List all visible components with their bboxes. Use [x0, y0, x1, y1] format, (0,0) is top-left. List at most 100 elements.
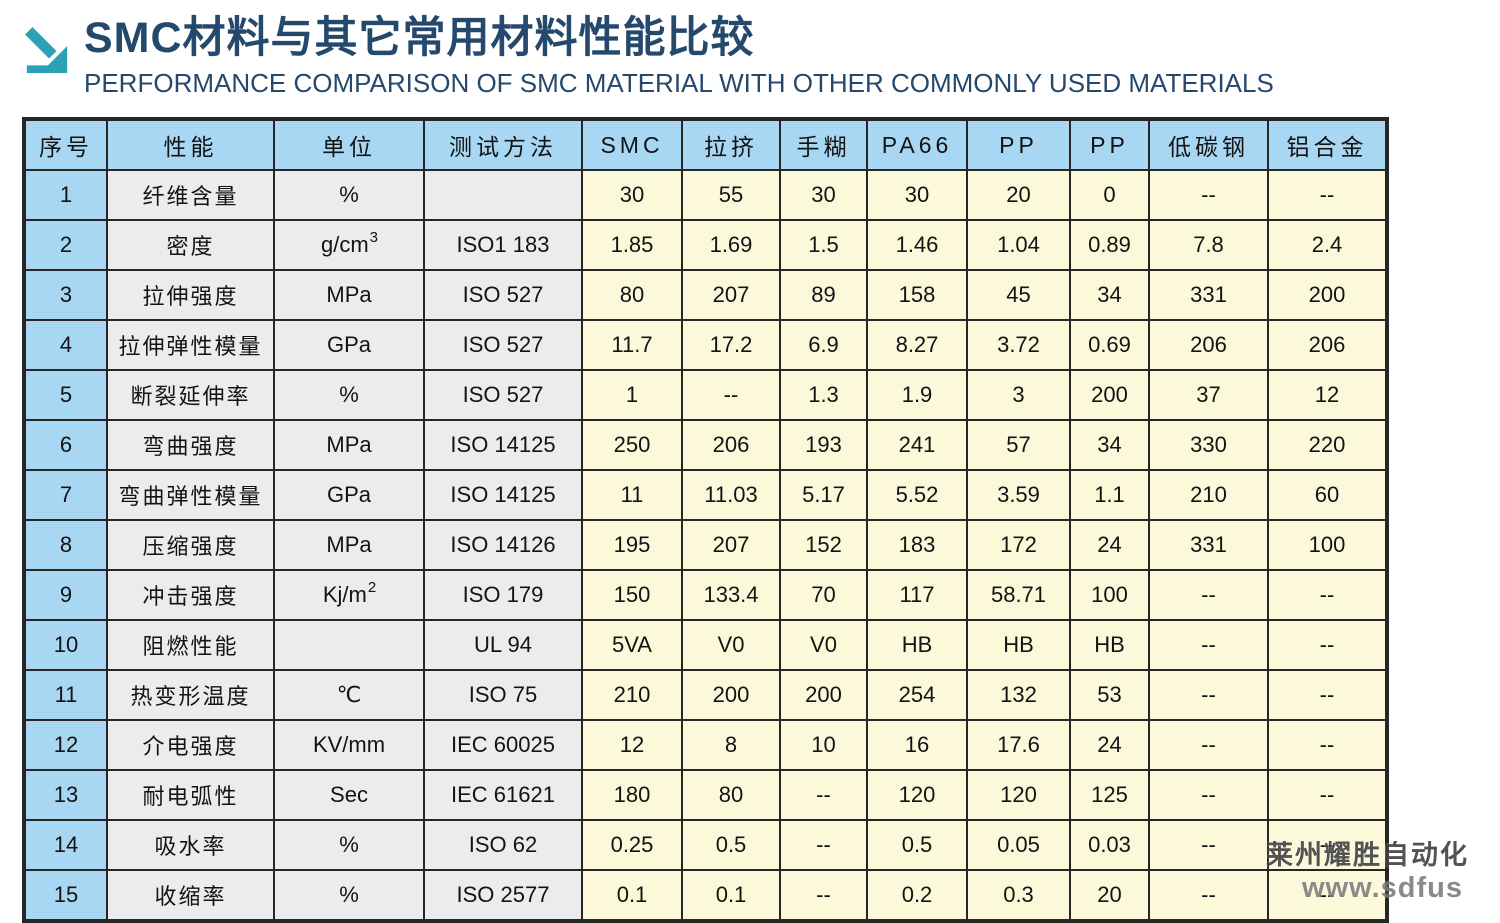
value-cell: 172 — [966, 519, 1071, 571]
row-number-cell: 15 — [23, 869, 108, 922]
value-cell: 0.5 — [681, 819, 781, 871]
property-cell: 密度 — [106, 219, 275, 271]
method-cell: ISO 75 — [423, 669, 583, 721]
value-cell: -- — [1148, 669, 1269, 721]
row-number-cell: 3 — [23, 269, 108, 321]
method-cell: ISO 2577 — [423, 869, 583, 922]
value-cell: 60 — [1267, 469, 1388, 521]
value-cell: 5.17 — [779, 469, 868, 521]
value-cell: 210 — [581, 669, 683, 721]
row-number-cell: 6 — [23, 419, 108, 471]
value-cell: 331 — [1148, 269, 1269, 321]
value-cell: 120 — [966, 769, 1071, 821]
table-row: 10 阻燃性能 UL 94 5VA V0 V0 HB HB HB -- -- — [23, 619, 1388, 671]
value-cell: 7.8 — [1148, 219, 1269, 271]
table-row: 4 拉伸弹性模量 GPa ISO 527 11.7 17.2 6.9 8.27 3.72 0.69… — [23, 319, 1388, 371]
value-cell: 0.05 — [966, 819, 1071, 871]
value-cell: 5VA — [581, 619, 683, 671]
unit-cell: % — [273, 869, 425, 922]
method-cell: IEC 60025 — [423, 719, 583, 771]
unit-text: GPa — [326, 332, 372, 357]
value-cell: 17.2 — [681, 319, 781, 371]
value-cell: -- — [1267, 869, 1388, 922]
table-row: 3 拉伸强度 MPa ISO 527 80 207 89 158 45 34 331 200 — [23, 269, 1388, 321]
unit-cell: GPa — [273, 319, 425, 371]
value-cell: -- — [1148, 869, 1269, 922]
unit-cell: % — [273, 169, 425, 221]
table-row: 2 密度 g/cm3 ISO1 183 1.85 1.69 1.5 1.46 1.04 0.89 7… — [23, 219, 1388, 271]
unit-cell: KV/mm — [273, 719, 425, 771]
column-header: SMC — [581, 118, 683, 171]
value-cell: 200 — [1069, 369, 1150, 421]
unit-text: GPa — [326, 482, 372, 507]
property-cell: 断裂延伸率 — [106, 369, 275, 421]
value-cell: 5.52 — [866, 469, 968, 521]
table-row: 1 纤维含量% 30 55 30 30 20 0 -- -- — [23, 169, 1388, 221]
value-cell: 250 — [581, 419, 683, 471]
value-cell: 11 — [581, 469, 683, 521]
unit-text: Sec — [330, 782, 368, 807]
column-header: 测试方法 — [423, 118, 583, 171]
unit-superscript: 3 — [369, 228, 379, 246]
value-cell: 30 — [866, 169, 968, 221]
row-number-cell: 11 — [23, 669, 108, 721]
value-cell: -- — [1148, 569, 1269, 621]
value-cell: 206 — [1267, 319, 1388, 371]
value-cell: 183 — [866, 519, 968, 571]
method-cell: ISO 179 — [423, 569, 583, 621]
column-header: 单位 — [273, 118, 425, 171]
property-cell: 热变形温度 — [106, 669, 275, 721]
table-row: 13 耐电弧性 Sec IEC 61621 180 80 -- 120 120 125 -- -- — [23, 769, 1388, 821]
value-cell: 200 — [1267, 269, 1388, 321]
page-header: SMC材料与其它常用材料性能比较 PERFORMANCE COMPARISON … — [0, 0, 1500, 112]
unit-text: g/cm — [320, 232, 369, 257]
property-cell: 拉伸弹性模量 — [106, 319, 275, 371]
method-cell: ISO 14125 — [423, 419, 583, 471]
value-cell: 80 — [581, 269, 683, 321]
unit-cell: MPa — [273, 419, 425, 471]
value-cell: 1.9 — [866, 369, 968, 421]
value-cell: 1.46 — [866, 219, 968, 271]
value-cell: 1 — [581, 369, 683, 421]
table-row: 6 弯曲强度 MPa ISO 14125 250 206 193 241 57 34 330 220 — [23, 419, 1388, 471]
value-cell: 89 — [779, 269, 868, 321]
row-number-cell: 10 — [23, 619, 108, 671]
page-subtitle: PERFORMANCE COMPARISON OF SMC MATERIAL W… — [84, 68, 1274, 98]
method-cell: ISO 14125 — [423, 469, 583, 521]
unit-text: Kj/m — [322, 582, 367, 607]
value-cell: 70 — [779, 569, 868, 621]
table-row: 12 介电强度 KV/mm IEC 60025 12 8 10 16 17.6 24 -- -- — [23, 719, 1388, 771]
method-cell: ISO1 183 — [423, 219, 583, 271]
row-number-cell: 12 — [23, 719, 108, 771]
unit-text: MPa — [326, 432, 372, 457]
table-row: 14 吸水率% ISO 62 0.25 0.5 -- 0.5 0.05 0.03 -- -- — [23, 819, 1388, 871]
arrow-down-right-icon — [23, 25, 71, 75]
value-cell: HB — [966, 619, 1071, 671]
value-cell: 3.72 — [966, 319, 1071, 371]
value-cell: 0.1 — [681, 869, 781, 922]
value-cell: 0.89 — [1069, 219, 1150, 271]
value-cell: V0 — [681, 619, 781, 671]
value-cell: 100 — [1267, 519, 1388, 571]
property-cell: 压缩强度 — [106, 519, 275, 571]
value-cell: 16 — [866, 719, 968, 771]
value-cell: 206 — [1148, 319, 1269, 371]
table-row: 8 压缩强度 MPa ISO 14126 195 207 152 183 172 24 331 100 — [23, 519, 1388, 571]
unit-text: MPa — [326, 532, 372, 557]
value-cell: HB — [1069, 619, 1150, 671]
value-cell: -- — [1267, 619, 1388, 671]
value-cell: -- — [779, 769, 868, 821]
value-cell: 0.03 — [1069, 819, 1150, 871]
value-cell: 12 — [1267, 369, 1388, 421]
method-cell: ISO 527 — [423, 269, 583, 321]
unit-cell: MPa — [273, 519, 425, 571]
property-cell: 弯曲强度 — [106, 419, 275, 471]
value-cell: 3.59 — [966, 469, 1071, 521]
value-cell: 58.71 — [966, 569, 1071, 621]
property-cell: 介电强度 — [106, 719, 275, 771]
property-cell: 拉伸强度 — [106, 269, 275, 321]
value-cell: 11.03 — [681, 469, 781, 521]
value-cell: 30 — [581, 169, 683, 221]
table-head: 序号 性能 单位 测试方法 SMC 拉挤 手糊 PA66 PP PP 低碳钢 铝合金 — [23, 118, 1388, 171]
column-header: 低碳钢 — [1148, 118, 1269, 171]
